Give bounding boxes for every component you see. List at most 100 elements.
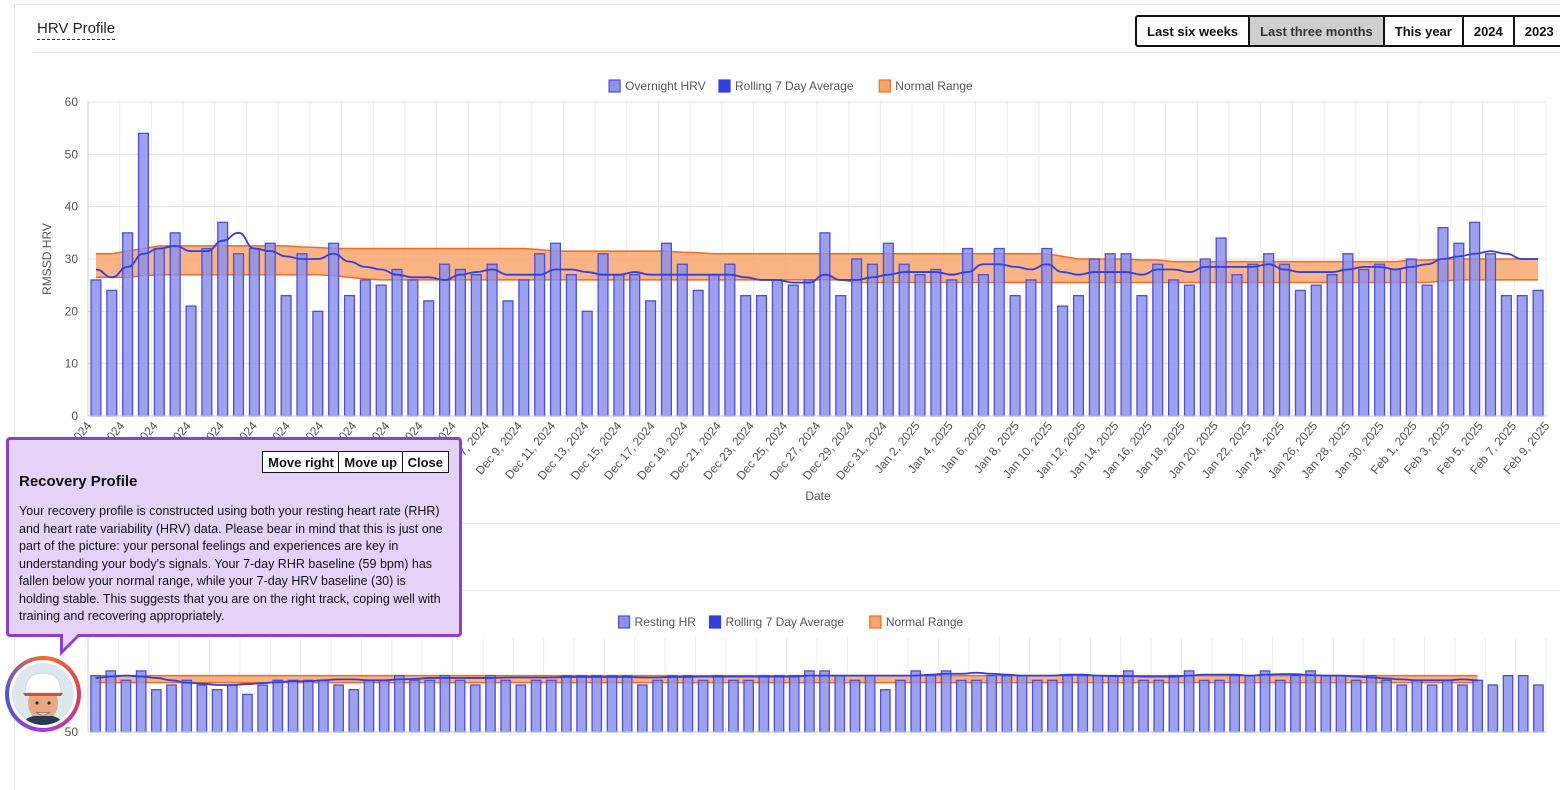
bar[interactable]: [1247, 263, 1259, 417]
bar[interactable]: [1484, 253, 1497, 417]
bar[interactable]: [1365, 674, 1377, 733]
bar[interactable]: [724, 263, 736, 417]
bar[interactable]: [1500, 294, 1512, 417]
bar[interactable]: [864, 674, 876, 733]
bar[interactable]: [90, 674, 101, 733]
bar[interactable]: [910, 670, 922, 733]
bar[interactable]: [1072, 294, 1085, 417]
bar[interactable]: [515, 684, 527, 733]
legend-swatch[interactable]: [869, 615, 882, 629]
bar[interactable]: [407, 279, 419, 417]
bar[interactable]: [755, 294, 768, 417]
bar[interactable]: [181, 679, 193, 733]
avatar[interactable]: [5, 656, 81, 732]
bar[interactable]: [287, 679, 299, 733]
bar[interactable]: [914, 274, 926, 417]
bar[interactable]: [280, 294, 292, 417]
bar[interactable]: [1231, 274, 1243, 417]
bar[interactable]: [391, 268, 403, 417]
bar[interactable]: [1517, 674, 1529, 733]
bar[interactable]: [971, 679, 982, 733]
bar[interactable]: [621, 674, 633, 733]
bar[interactable]: [819, 232, 831, 417]
move-up-button[interactable]: Move up: [338, 451, 404, 473]
bar[interactable]: [636, 684, 648, 733]
bar[interactable]: [409, 679, 420, 733]
bar[interactable]: [576, 674, 587, 733]
bar[interactable]: [1198, 679, 1210, 733]
legend-entry[interactable]: Overnight HRV: [625, 79, 705, 93]
bar[interactable]: [1153, 679, 1165, 733]
bar[interactable]: [895, 679, 906, 733]
bar[interactable]: [485, 674, 496, 733]
bar[interactable]: [1062, 674, 1073, 733]
bar[interactable]: [393, 674, 405, 733]
bar[interactable]: [771, 279, 783, 417]
bar[interactable]: [500, 679, 512, 733]
bar[interactable]: [169, 232, 181, 417]
bar[interactable]: [565, 274, 577, 417]
bar[interactable]: [758, 674, 770, 733]
bar[interactable]: [1183, 670, 1195, 733]
bar[interactable]: [819, 670, 830, 733]
bar[interactable]: [90, 279, 102, 417]
bar[interactable]: [217, 221, 229, 417]
bar[interactable]: [232, 253, 245, 417]
bar[interactable]: [1199, 258, 1211, 417]
bar[interactable]: [185, 305, 197, 417]
bar[interactable]: [1310, 284, 1322, 417]
bar[interactable]: [1374, 263, 1386, 417]
bar[interactable]: [248, 247, 260, 417]
bar[interactable]: [743, 679, 755, 733]
bar[interactable]: [120, 679, 132, 733]
legend-entry[interactable]: Rolling 7 Day Average: [735, 79, 854, 93]
legend-swatch[interactable]: [608, 79, 621, 93]
bar[interactable]: [343, 294, 356, 417]
bar[interactable]: [454, 679, 466, 733]
bar[interactable]: [1411, 679, 1423, 733]
bar[interactable]: [1077, 674, 1089, 733]
bar[interactable]: [1274, 679, 1286, 733]
bar[interactable]: [788, 674, 800, 733]
bar[interactable]: [359, 279, 371, 417]
bar[interactable]: [803, 279, 815, 417]
bar[interactable]: [211, 689, 223, 733]
bar[interactable]: [1396, 684, 1408, 733]
bar[interactable]: [977, 274, 989, 417]
bar[interactable]: [135, 670, 147, 733]
bar[interactable]: [439, 263, 451, 417]
bar[interactable]: [1041, 247, 1053, 417]
bar[interactable]: [773, 674, 785, 733]
bar[interactable]: [1389, 268, 1402, 417]
bar[interactable]: [1263, 253, 1275, 417]
bar[interactable]: [1441, 679, 1453, 733]
bar[interactable]: [946, 279, 958, 417]
bar[interactable]: [137, 132, 150, 417]
bar[interactable]: [1016, 674, 1028, 733]
bar[interactable]: [1183, 284, 1195, 417]
bar[interactable]: [333, 684, 344, 733]
bar[interactable]: [201, 247, 213, 417]
bar[interactable]: [1320, 674, 1332, 733]
bar[interactable]: [1168, 674, 1180, 733]
bar[interactable]: [1009, 294, 1021, 417]
bar[interactable]: [1405, 258, 1417, 417]
bar[interactable]: [712, 674, 724, 733]
bar[interactable]: [530, 679, 542, 733]
bar[interactable]: [1278, 263, 1291, 417]
bar[interactable]: [1294, 289, 1306, 417]
bar[interactable]: [122, 232, 134, 417]
bar[interactable]: [591, 674, 603, 733]
legend-swatch[interactable]: [617, 615, 631, 629]
bar[interactable]: [534, 253, 546, 417]
bar[interactable]: [1326, 274, 1338, 417]
bar[interactable]: [1502, 674, 1514, 733]
bar[interactable]: [1138, 679, 1149, 733]
bar[interactable]: [606, 674, 618, 733]
bar[interactable]: [930, 268, 942, 417]
bar[interactable]: [226, 684, 238, 733]
bar[interactable]: [1259, 670, 1271, 733]
legend-entry[interactable]: Normal Range: [895, 79, 973, 93]
bar[interactable]: [469, 684, 481, 733]
bar[interactable]: [166, 684, 177, 733]
